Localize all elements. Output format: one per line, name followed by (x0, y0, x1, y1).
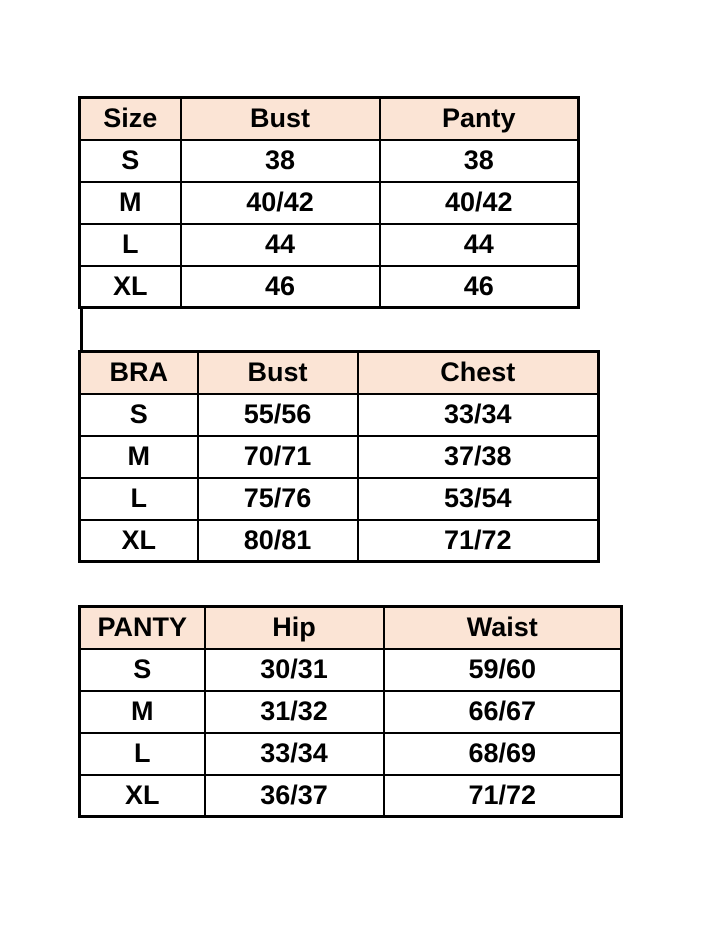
size-label-cell: S (78, 392, 199, 437)
value-cell: 33/34 (203, 731, 385, 776)
value-cell: 38 (179, 138, 381, 183)
header-cell-bra: BRA (78, 350, 199, 395)
value-cell: 70/71 (196, 434, 359, 479)
size-label-cell: M (78, 689, 206, 734)
header-cell-panty: Panty (378, 96, 580, 141)
table-row: XL 36/37 71/72 (78, 773, 623, 818)
table-row: S 30/31 59/60 (78, 647, 623, 692)
table-row: XL 80/81 71/72 (78, 518, 600, 563)
value-cell: 80/81 (196, 518, 359, 563)
general-size-table: Size Bust Panty S 38 38 M 40/42 40/42 L … (78, 96, 580, 309)
size-label-cell: M (78, 434, 199, 479)
value-cell: 31/32 (203, 689, 385, 734)
value-cell: 30/31 (203, 647, 385, 692)
value-cell: 68/69 (382, 731, 623, 776)
header-cell-bust: Bust (179, 96, 381, 141)
value-cell: 59/60 (382, 647, 623, 692)
size-label-cell: S (78, 647, 206, 692)
value-cell: 46 (179, 264, 381, 309)
size-label-cell: L (78, 476, 199, 521)
value-cell: 55/56 (196, 392, 359, 437)
value-cell: 71/72 (356, 518, 600, 563)
value-cell: 40/42 (179, 180, 381, 225)
table-row: M 31/32 66/67 (78, 689, 623, 734)
header-cell-waist: Waist (382, 605, 623, 650)
size-label-cell: S (78, 138, 182, 183)
value-cell: 38 (378, 138, 580, 183)
value-cell: 37/38 (356, 434, 600, 479)
size-label-cell: XL (78, 773, 206, 818)
table-row: L 75/76 53/54 (78, 476, 600, 521)
bra-size-table: BRA Bust Chest S 55/56 33/34 M 70/71 37/… (78, 350, 600, 563)
value-cell: 53/54 (356, 476, 600, 521)
value-cell: 36/37 (203, 773, 385, 818)
value-cell: 44 (378, 222, 580, 267)
header-cell-chest: Chest (356, 350, 600, 395)
size-label-cell: L (78, 731, 206, 776)
panty-size-table: PANTY Hip Waist S 30/31 59/60 M 31/32 66… (78, 605, 623, 818)
header-cell-panty: PANTY (78, 605, 206, 650)
size-label-cell: XL (78, 264, 182, 309)
header-cell-size: Size (78, 96, 182, 141)
header-cell-bust: Bust (196, 350, 359, 395)
table-row: M 40/42 40/42 (78, 180, 580, 225)
table-header-row: Size Bust Panty (78, 96, 580, 141)
table-row: L 33/34 68/69 (78, 731, 623, 776)
table-row: S 55/56 33/34 (78, 392, 600, 437)
table-header-row: PANTY Hip Waist (78, 605, 623, 650)
stray-border-line (80, 308, 83, 350)
table-row: XL 46 46 (78, 264, 580, 309)
value-cell: 44 (179, 222, 381, 267)
table-header-row: BRA Bust Chest (78, 350, 600, 395)
size-label-cell: L (78, 222, 182, 267)
table-row: L 44 44 (78, 222, 580, 267)
value-cell: 40/42 (378, 180, 580, 225)
value-cell: 46 (378, 264, 580, 309)
table-row: S 38 38 (78, 138, 580, 183)
table-row: M 70/71 37/38 (78, 434, 600, 479)
size-label-cell: XL (78, 518, 199, 563)
size-label-cell: M (78, 180, 182, 225)
header-cell-hip: Hip (203, 605, 385, 650)
value-cell: 33/34 (356, 392, 600, 437)
value-cell: 71/72 (382, 773, 623, 818)
value-cell: 75/76 (196, 476, 359, 521)
value-cell: 66/67 (382, 689, 623, 734)
